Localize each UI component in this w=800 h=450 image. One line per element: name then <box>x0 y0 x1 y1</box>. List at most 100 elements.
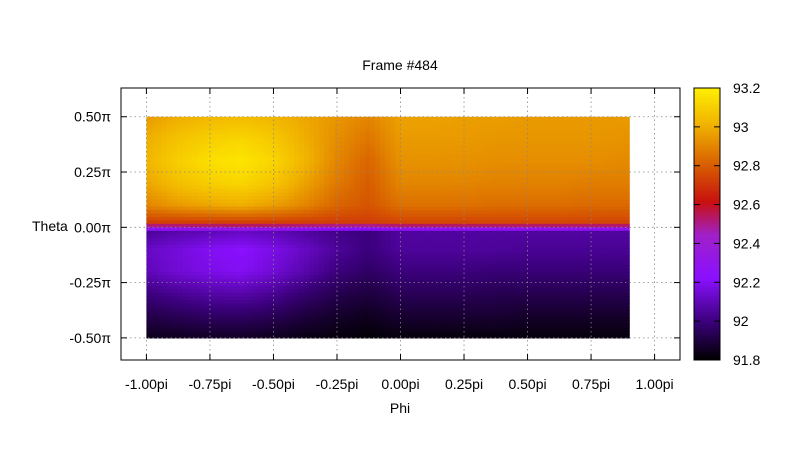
heatmap-cell <box>522 185 529 190</box>
heatmap-cell <box>263 275 269 280</box>
heatmap-cell <box>329 289 336 294</box>
heatmap-cell <box>268 203 275 208</box>
heatmap-cell <box>344 154 351 159</box>
heatmap-cell <box>502 234 508 239</box>
heatmap-cell <box>334 282 341 287</box>
heatmap-cell <box>314 196 320 201</box>
heatmap-cell <box>380 227 386 232</box>
heatmap-cell <box>161 254 168 260</box>
heatmap-cell <box>197 286 203 291</box>
heatmap-cell <box>619 178 625 183</box>
heatmap-cell <box>258 251 264 256</box>
heatmap-cell <box>192 140 198 145</box>
heatmap-cell <box>181 279 188 284</box>
heatmap-cell <box>486 272 493 277</box>
heatmap-cell <box>491 196 498 201</box>
heatmap-cell <box>532 140 539 145</box>
heatmap-cell <box>207 168 214 173</box>
heatmap-cell <box>370 116 376 121</box>
heatmap-cell <box>395 210 402 215</box>
heatmap-cell <box>527 261 534 266</box>
heatmap-cell <box>497 116 503 121</box>
heatmap-cell <box>619 123 625 128</box>
heatmap-cell <box>303 151 310 156</box>
heatmap-cell <box>578 241 585 246</box>
heatmap-cell <box>517 130 524 135</box>
heatmap-cell <box>466 241 473 246</box>
heatmap-cell <box>573 261 579 266</box>
heatmap-cell <box>273 165 280 170</box>
heatmap-cell <box>319 203 325 208</box>
heatmap-cell <box>512 123 518 128</box>
heatmap-cell <box>405 275 412 280</box>
heatmap-cell <box>451 161 457 166</box>
heatmap-cell <box>212 144 219 149</box>
heatmap-cell <box>288 178 295 183</box>
heatmap-cell <box>293 199 300 204</box>
heatmap-cell <box>207 206 214 211</box>
heatmap-cell <box>293 230 300 235</box>
heatmap-cell <box>314 286 320 291</box>
heatmap-cell <box>192 161 198 166</box>
heatmap-cell <box>400 241 407 246</box>
heatmap-cell <box>222 151 229 156</box>
heatmap-cell <box>197 292 203 298</box>
heatmap-cell <box>613 189 620 194</box>
heatmap-cell <box>542 165 549 170</box>
heatmap-cell <box>334 182 341 187</box>
heatmap-cell <box>161 192 168 197</box>
heatmap-cell <box>598 279 605 284</box>
heatmap-cell <box>156 189 163 194</box>
heatmap-cell <box>522 289 529 294</box>
heatmap-cell <box>456 251 463 256</box>
heatmap-cell <box>298 230 305 235</box>
heatmap-cell <box>558 251 564 256</box>
heatmap-cell <box>197 296 203 301</box>
heatmap-cell <box>273 210 280 215</box>
heatmap-cell <box>197 140 203 145</box>
heatmap-cell <box>461 220 468 225</box>
heatmap-cell <box>491 230 498 235</box>
heatmap-cell <box>537 127 544 132</box>
heatmap-cell <box>436 268 442 273</box>
heatmap-cell <box>456 144 463 149</box>
heatmap-cell <box>598 172 605 177</box>
heatmap-cell <box>273 151 280 156</box>
heatmap-cell <box>552 192 559 197</box>
heatmap-cell <box>344 120 351 125</box>
heatmap-cell <box>176 244 183 249</box>
heatmap-cell <box>552 185 559 190</box>
heatmap-cell <box>359 154 366 159</box>
heatmap-cell <box>456 154 463 159</box>
heatmap-cell <box>339 237 346 242</box>
heatmap-cell <box>278 140 285 145</box>
heatmap-cell <box>161 165 168 170</box>
heatmap-cell <box>619 192 625 197</box>
heatmap-cell <box>242 127 249 132</box>
heatmap-cell <box>400 234 407 239</box>
heatmap-cell <box>451 216 457 222</box>
heatmap-cell <box>456 189 463 194</box>
heatmap-cell <box>497 158 503 163</box>
heatmap-cell <box>268 185 275 190</box>
heatmap-cell <box>542 192 549 197</box>
heatmap-cell <box>187 254 193 260</box>
heatmap-cell <box>232 272 239 277</box>
heatmap-cell <box>303 199 310 204</box>
heatmap-cell <box>161 237 168 242</box>
heatmap-cell <box>568 220 574 225</box>
heatmap-cell <box>227 185 234 190</box>
heatmap-cell <box>456 213 463 218</box>
heatmap-cell <box>344 203 351 208</box>
heatmap-cell <box>181 213 188 218</box>
heatmap-cell <box>385 116 391 121</box>
heatmap-cell <box>212 213 219 218</box>
heatmap-cell <box>187 258 193 263</box>
heatmap-cell <box>466 223 473 228</box>
heatmap-cell <box>197 289 203 294</box>
heatmap-cell <box>324 137 330 142</box>
heatmap-cell <box>314 134 320 139</box>
heatmap-cell <box>512 237 518 242</box>
heatmap-cell <box>197 261 203 266</box>
heatmap-cell <box>212 237 219 242</box>
